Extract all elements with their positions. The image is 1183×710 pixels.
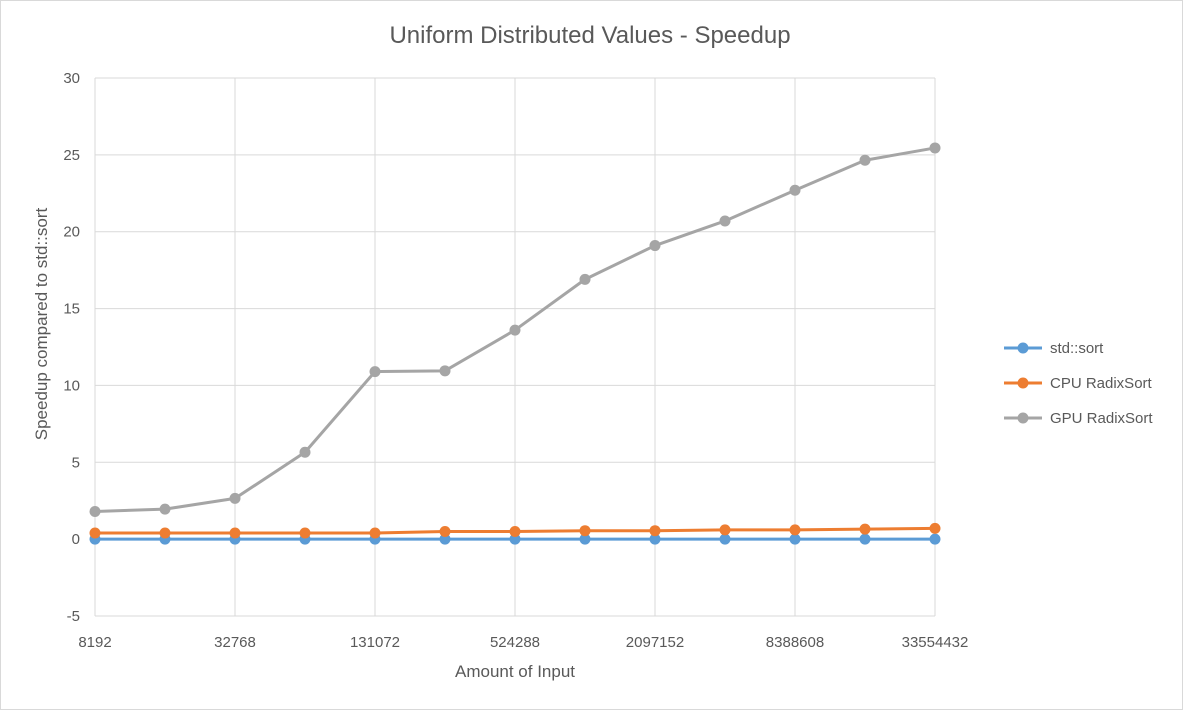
data-point — [229, 492, 241, 504]
x-tick-label: 33554432 — [902, 634, 969, 651]
data-point — [719, 533, 731, 545]
y-tick-label: 0 — [72, 531, 80, 548]
data-point — [789, 533, 801, 545]
data-point — [89, 505, 101, 517]
y-tick-labels: -5 0 5 10 15 20 25 30 — [63, 70, 80, 625]
data-point — [929, 533, 941, 545]
series-cpu-radixsort — [89, 522, 941, 539]
series-gpu-radixsort — [89, 142, 941, 517]
y-tick-label: 20 — [63, 224, 80, 241]
data-point — [649, 533, 661, 545]
data-point — [719, 215, 731, 227]
data-point — [579, 273, 591, 285]
data-point — [369, 366, 381, 378]
data-point — [789, 524, 801, 536]
x-tick-label: 524288 — [490, 634, 540, 651]
data-point — [579, 533, 591, 545]
y-axis-title: Speedup compared to std::sort — [32, 207, 51, 440]
data-point — [89, 527, 101, 539]
data-point — [439, 533, 451, 545]
legend-label: GPU RadixSort — [1050, 410, 1153, 427]
data-point — [649, 240, 661, 252]
data-point — [859, 533, 871, 545]
x-tick-labels: 8192 32768 131072 524288 2097152 8388608 33554… — [78, 634, 968, 651]
y-tick-label: 25 — [63, 147, 80, 164]
y-tick-label: 15 — [63, 301, 80, 318]
y-tick-label: 5 — [72, 454, 80, 471]
data-point — [159, 503, 171, 515]
series-layer — [89, 142, 941, 545]
legend-label: std::sort — [1050, 340, 1104, 357]
x-tick-label: 32768 — [214, 634, 256, 651]
data-point — [439, 525, 451, 537]
x-tick-label: 8388608 — [766, 634, 824, 651]
data-point — [649, 525, 661, 537]
data-point — [369, 527, 381, 539]
y-tick-label: 10 — [63, 377, 80, 394]
data-point — [439, 365, 451, 377]
legend-swatch-marker — [1017, 377, 1029, 389]
data-point — [509, 324, 521, 336]
data-point — [509, 525, 521, 537]
legend-item: GPU RadixSort — [1004, 410, 1153, 427]
legend-swatch-marker — [1017, 342, 1029, 354]
x-tick-label: 2097152 — [626, 634, 684, 651]
data-point — [229, 527, 241, 539]
data-point — [299, 446, 311, 458]
legend-item: std::sort — [1004, 340, 1104, 357]
legend-swatch-marker — [1017, 412, 1029, 424]
data-point — [929, 522, 941, 534]
y-tick-label: -5 — [67, 608, 80, 625]
chart-title: Uniform Distributed Values - Speedup — [389, 22, 790, 49]
data-point — [719, 524, 731, 536]
data-point — [299, 527, 311, 539]
y-tick-label: 30 — [63, 70, 80, 87]
x-axis-title: Amount of Input — [455, 662, 575, 681]
data-point — [859, 154, 871, 166]
data-point — [509, 533, 521, 545]
legend-item: CPU RadixSort — [1004, 375, 1153, 392]
x-tick-label: 131072 — [350, 634, 400, 651]
legend-label: CPU RadixSort — [1050, 375, 1153, 392]
data-point — [789, 184, 801, 196]
data-point — [859, 523, 871, 535]
data-point — [929, 142, 941, 154]
data-point — [579, 525, 591, 537]
x-tick-label: 8192 — [78, 634, 111, 651]
data-point — [159, 527, 171, 539]
